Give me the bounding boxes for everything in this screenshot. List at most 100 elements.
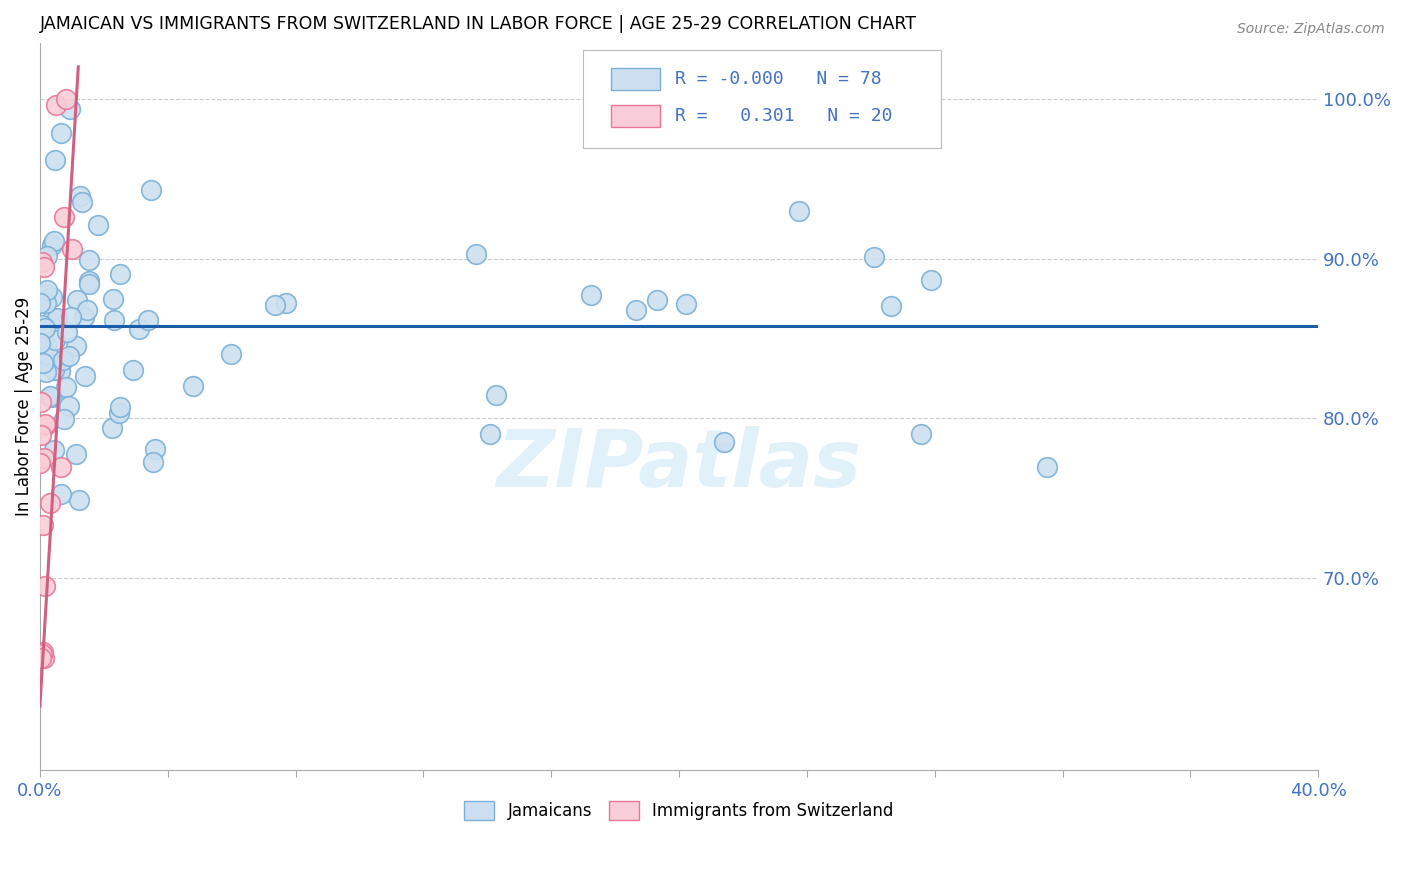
Point [55, 92, 77, 106]
Point [34, 579, 56, 593]
Point [35, 287, 58, 301]
Point [75, 368, 97, 383]
Point [52, 353, 75, 368]
Y-axis label: In Labor Force | Age 25-29: In Labor Force | Age 25-29 [15, 297, 32, 516]
Point [73, 310, 96, 325]
Point [143, 442, 166, 456]
Point [55, 380, 77, 394]
Point [108, 406, 131, 420]
Point [34, 417, 56, 432]
Text: JAMAICAN VS IMMIGRANTS FROM SWITZERLAND IN LABOR FORCE | AGE 25-29 CORRELATION C: JAMAICAN VS IMMIGRANTS FROM SWITZERLAND … [39, 15, 917, 33]
Point [103, 292, 125, 306]
Point [56, 326, 79, 340]
Point [122, 363, 145, 377]
Legend: Jamaicans, Immigrants from Switzerland: Jamaicans, Immigrants from Switzerland [458, 795, 900, 827]
Text: R = -0.000   N = 78: R = -0.000 N = 78 [675, 70, 882, 88]
Point [49, 460, 72, 475]
Point [35, 249, 58, 263]
Point [32, 451, 55, 466]
Point [42, 363, 65, 377]
Point [87, 219, 110, 233]
Point [42, 443, 65, 458]
Point [70, 195, 93, 210]
Point [31, 318, 53, 333]
Point [219, 347, 242, 361]
Point [76, 303, 98, 318]
Point [181, 378, 204, 392]
Point [30, 395, 52, 409]
Point [35, 295, 58, 310]
Point [77, 274, 100, 288]
Point [44, 153, 66, 167]
Point [30, 296, 52, 310]
Point [44, 333, 66, 347]
FancyBboxPatch shape [612, 104, 659, 127]
Point [624, 302, 647, 317]
Point [142, 455, 165, 469]
Point [484, 387, 506, 401]
Point [464, 247, 486, 261]
Point [863, 250, 886, 264]
Point [581, 288, 603, 302]
Point [30, 335, 52, 350]
Point [789, 203, 811, 218]
Point [35, 338, 58, 352]
Text: ZIPatlas: ZIPatlas [496, 425, 862, 504]
Point [101, 421, 124, 435]
Point [60, 242, 83, 256]
Point [103, 313, 125, 327]
Point [675, 296, 697, 310]
Point [41, 290, 63, 304]
FancyBboxPatch shape [612, 69, 659, 90]
Point [30, 456, 52, 470]
Text: Source: ZipAtlas.com: Source: ZipAtlas.com [1237, 22, 1385, 37]
Point [48, 364, 70, 378]
Point [645, 293, 668, 307]
Point [49, 487, 72, 501]
Point [34, 417, 56, 432]
Point [69, 189, 91, 203]
Point [110, 267, 132, 281]
Point [41, 311, 63, 326]
Point [138, 312, 160, 326]
Point [53, 211, 76, 225]
Point [30, 427, 52, 442]
Point [38, 389, 60, 403]
Point [31, 356, 53, 370]
Point [67, 493, 90, 508]
Point [66, 293, 89, 307]
Point [49, 126, 72, 140]
Point [38, 496, 60, 510]
Point [37, 283, 59, 297]
Point [59, 102, 82, 116]
Point [58, 349, 80, 363]
Point [65, 339, 87, 353]
Point [32, 645, 55, 659]
Point [44, 234, 66, 248]
Point [35, 365, 58, 379]
Point [31, 255, 53, 269]
Point [32, 651, 55, 665]
Point [263, 298, 285, 312]
Point [910, 427, 932, 442]
Point [41, 390, 63, 404]
Point [60, 310, 83, 324]
Point [41, 238, 63, 252]
Point [128, 322, 150, 336]
Point [108, 400, 131, 414]
Point [79, 252, 101, 267]
Point [37, 347, 59, 361]
FancyBboxPatch shape [583, 50, 941, 148]
Point [478, 426, 501, 441]
Point [139, 182, 162, 196]
Point [30, 651, 52, 665]
Point [34, 321, 56, 335]
Text: R =   0.301   N = 20: R = 0.301 N = 20 [675, 107, 893, 125]
Point [58, 399, 80, 413]
Point [32, 260, 55, 274]
Point [921, 273, 943, 287]
Point [77, 277, 100, 292]
Point [45, 98, 67, 112]
Point [276, 296, 298, 310]
Point [32, 345, 55, 359]
